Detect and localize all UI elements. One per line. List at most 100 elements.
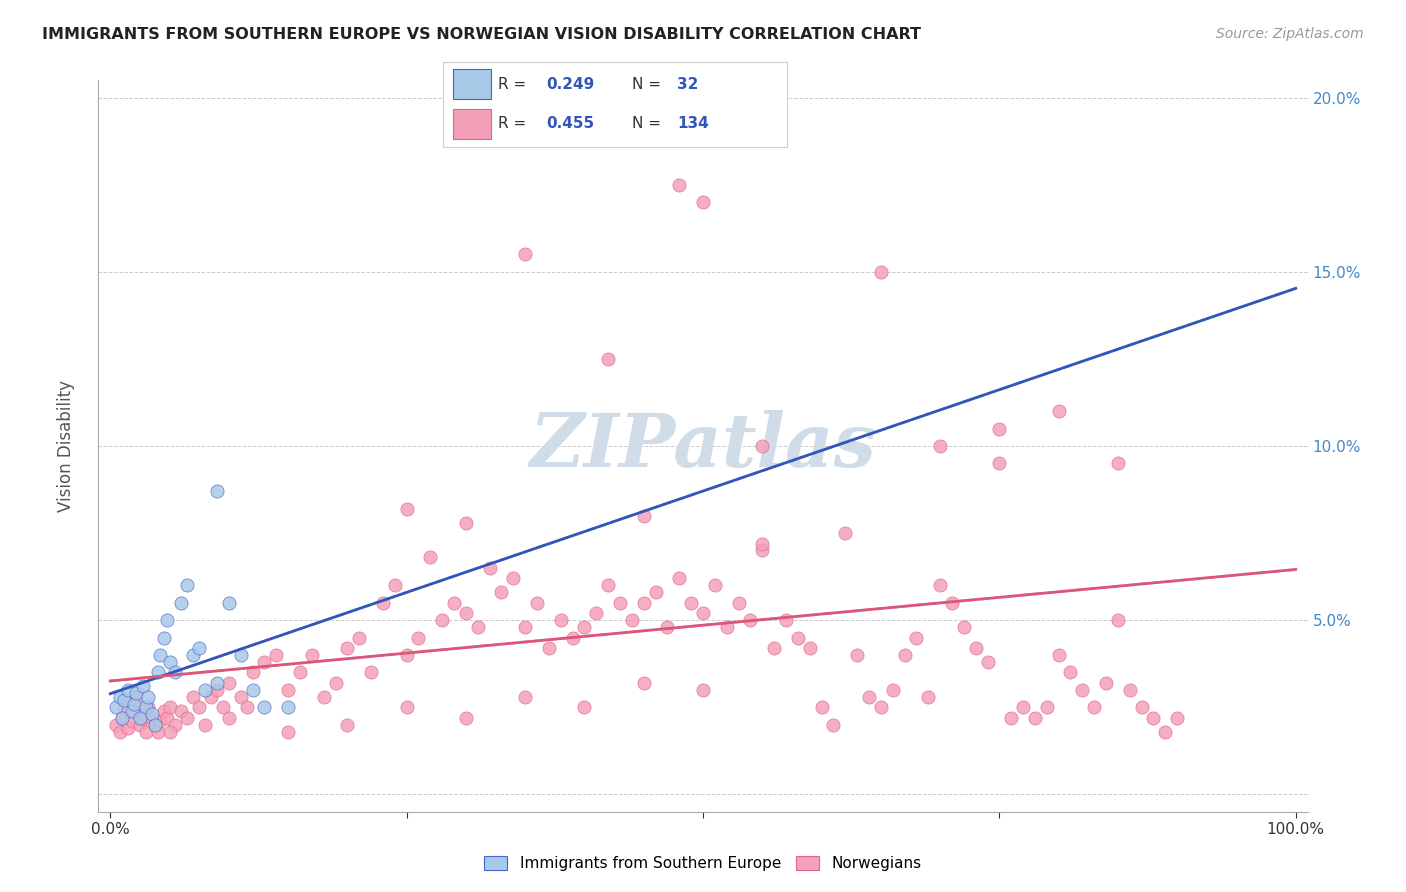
Point [176,711,198,725]
Point [858,690,880,704]
Point [620,613,643,627]
Point [165,717,187,731]
Point [264,648,287,662]
Point [165,665,187,680]
Point [1107,457,1129,471]
Point [277,724,299,739]
Point [917,690,939,704]
Point [242,665,264,680]
Point [371,596,394,610]
Point [149,648,172,662]
Y-axis label: Vision Disability: Vision Disability [56,380,75,512]
Point [253,655,276,669]
Point [121,704,143,718]
Point [129,711,152,725]
Point [336,640,359,655]
Point [574,620,596,634]
Point [149,714,172,728]
Point [633,676,655,690]
Point [515,247,537,261]
Point [633,508,655,523]
Point [170,596,193,610]
Point [170,704,193,718]
Point [502,571,524,585]
Point [526,596,548,610]
Point [159,655,181,669]
Point [122,697,145,711]
Point [598,578,620,592]
Point [727,596,749,610]
Point [965,640,987,655]
Point [893,648,915,662]
Point [598,351,620,366]
Point [823,717,845,731]
Point [454,711,477,725]
Point [454,606,477,620]
Text: 32: 32 [678,77,699,92]
Point [194,682,217,697]
Text: IMMIGRANTS FROM SOUTHERN EUROPE VS NORWEGIAN VISION DISABILITY CORRELATION CHART: IMMIGRANTS FROM SOUTHERN EUROPE VS NORWE… [42,27,921,42]
Point [929,439,952,453]
Point [117,721,139,735]
Point [125,690,148,704]
Bar [453,70,491,99]
Point [491,585,513,599]
Point [277,700,299,714]
Point [312,690,335,704]
Point [146,724,169,739]
Point [561,631,583,645]
Point [218,676,240,690]
Point [454,516,477,530]
Point [869,700,891,714]
Text: 134: 134 [678,116,709,131]
Point [301,648,323,662]
Point [1166,711,1188,725]
Text: N =: N = [633,77,666,92]
Point [122,704,145,718]
Legend: Immigrants from Southern Europe, Norwegians: Immigrants from Southern Europe, Norwegi… [478,850,928,877]
Point [657,620,679,634]
Point [905,631,928,645]
Point [114,700,136,714]
Point [194,717,217,731]
Point [395,648,418,662]
Point [205,682,228,697]
Point [846,648,869,662]
Point [988,421,1011,435]
Point [408,631,430,645]
Point [550,613,572,627]
Point [810,700,832,714]
Point [277,682,299,697]
Point [121,714,143,728]
Point [478,561,501,575]
Point [419,550,441,565]
Text: R =: R = [498,116,531,131]
Point [988,457,1011,471]
Point [1154,724,1177,739]
Point [218,596,240,610]
Point [136,700,159,714]
Point [347,631,370,645]
Point [360,665,382,680]
Point [114,693,136,707]
Point [395,501,418,516]
Point [1083,700,1105,714]
Point [395,700,418,714]
Point [212,700,235,714]
Point [143,717,166,731]
Point [143,717,166,731]
Point [443,596,465,610]
Point [692,195,714,210]
Point [242,682,264,697]
Point [882,682,904,697]
Point [229,648,252,662]
Point [467,620,489,634]
Point [681,596,703,610]
Point [152,704,174,718]
Point [253,700,276,714]
Point [384,578,406,592]
Point [1071,682,1094,697]
Point [129,717,152,731]
Point [200,690,222,704]
Text: 0.249: 0.249 [546,77,595,92]
